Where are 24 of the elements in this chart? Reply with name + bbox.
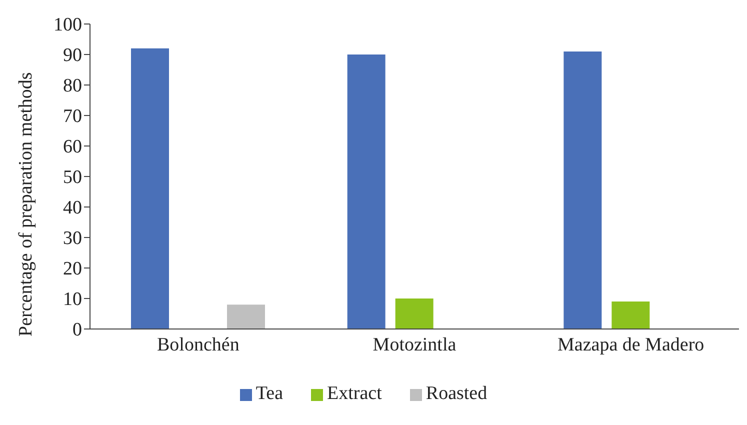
bar [131, 48, 169, 329]
y-tick-label: 60 [63, 136, 82, 158]
x-tick-label: Mazapa de Madero [558, 334, 704, 356]
bar [395, 298, 434, 329]
y-tick-label: 100 [54, 14, 82, 36]
y-tick-label: 50 [63, 167, 82, 188]
bar [347, 54, 386, 329]
y-tick-label: 30 [63, 228, 82, 250]
y-tick-label: 20 [63, 258, 82, 280]
bar [564, 51, 602, 329]
y-tick-label: 10 [63, 289, 82, 310]
x-tick-label: Motozintla [372, 334, 457, 356]
y-tick-label: 80 [63, 76, 82, 97]
legend-label: Roasted [426, 383, 488, 404]
y-axis-title: Percentage of preparation methods [16, 72, 37, 336]
bar [612, 302, 650, 329]
y-tick-label: 90 [63, 45, 82, 66]
y-tick-label: 70 [63, 106, 82, 128]
legend-label: Extract [327, 383, 382, 404]
y-tick-label: 40 [63, 198, 82, 219]
y-tick-label: 0 [72, 320, 82, 341]
bar [227, 304, 265, 329]
legend-label: Tea [256, 383, 284, 404]
x-tick-label: Bolonchén [157, 334, 240, 356]
